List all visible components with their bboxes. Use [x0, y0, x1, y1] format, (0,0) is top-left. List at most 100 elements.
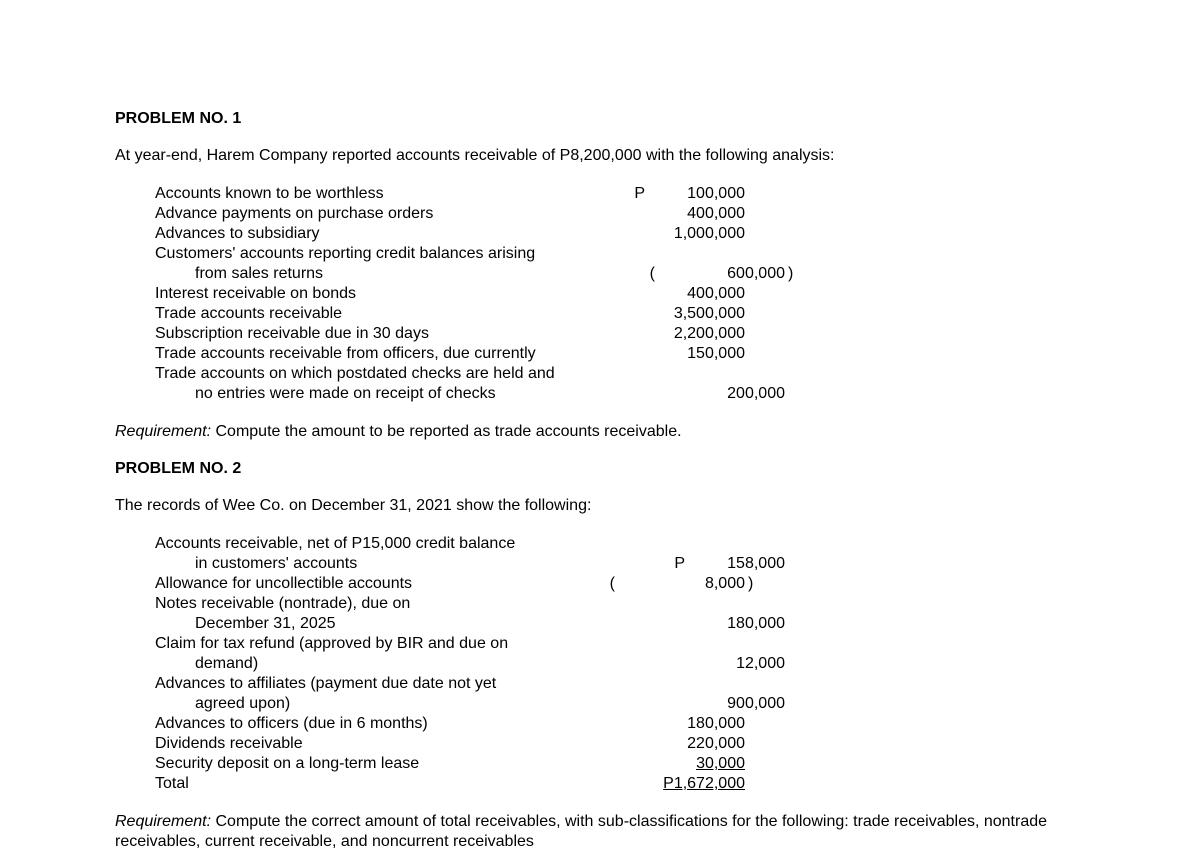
- currency-symbol: [655, 694, 685, 714]
- line-item: Notes receivable (nontrade), due on: [155, 594, 1085, 614]
- amount-value: [645, 634, 745, 654]
- currency-symbol: [615, 534, 645, 554]
- close-paren: [785, 654, 803, 674]
- item-label: Allowance for uncollectible accounts: [155, 574, 595, 594]
- amount-value: [645, 534, 745, 554]
- line-item: Trade accounts receivable from officers,…: [155, 344, 1085, 364]
- item-label: Advances to subsidiary: [155, 224, 595, 244]
- currency-symbol: [615, 244, 645, 264]
- open-paren: [595, 184, 615, 204]
- close-paren: [745, 594, 763, 614]
- problem-1-intro: At year-end, Harem Company reported acco…: [115, 146, 1085, 166]
- open-paren: [595, 714, 615, 734]
- item-label-cont: in customers' accounts: [155, 554, 635, 574]
- item-label: Advance payments on purchase orders: [155, 204, 595, 224]
- line-item: Advances to officers (due in 6 months) 18…: [155, 714, 1085, 734]
- close-paren: [785, 554, 803, 574]
- open-paren: [635, 554, 655, 574]
- open-paren: [595, 594, 615, 614]
- line-item: Advances to subsidiary1,000,000: [155, 224, 1085, 244]
- currency-symbol: [615, 594, 645, 614]
- line-item: Allowance for uncollectible accounts(8,0…: [155, 574, 1085, 594]
- open-paren: (: [595, 574, 615, 594]
- amount-value: [645, 364, 745, 384]
- open-paren: [595, 754, 615, 774]
- currency-symbol: [615, 714, 645, 734]
- item-label: Total: [155, 774, 595, 794]
- open-paren: [595, 324, 615, 344]
- item-label-cont: from sales returns: [155, 264, 635, 284]
- line-item: Accounts receivable, net of P15,000 cred…: [155, 534, 1085, 554]
- item-label-cont: no entries were made on receipt of check…: [155, 384, 635, 404]
- item-label: Trade accounts receivable from officers,…: [155, 344, 595, 364]
- close-paren: [745, 284, 763, 304]
- open-paren: [595, 344, 615, 364]
- line-item: Accounts known to be worthlessP100,000: [155, 184, 1085, 204]
- currency-symbol: [615, 204, 645, 224]
- currency-symbol: [615, 364, 645, 384]
- open-paren: [595, 634, 615, 654]
- close-paren: [745, 324, 763, 344]
- item-label: Advances to officers (due in 6 months): [155, 714, 595, 734]
- item-label: Accounts known to be worthless: [155, 184, 595, 204]
- line-item: Advance payments on purchase orders 400,0…: [155, 204, 1085, 224]
- currency-symbol: [655, 614, 685, 634]
- item-label: Security deposit on a long-term lease: [155, 754, 595, 774]
- close-paren: [745, 204, 763, 224]
- problem-2-list: Accounts receivable, net of P15,000 cred…: [155, 534, 1085, 794]
- close-paren: [785, 694, 803, 714]
- close-paren: ): [785, 264, 803, 284]
- item-label: Subscription receivable due in 30 days: [155, 324, 595, 344]
- item-label: Interest receivable on bonds: [155, 284, 595, 304]
- line-item: Security deposit on a long-term lease 30,…: [155, 754, 1085, 774]
- amount-value: 30,000: [645, 754, 745, 774]
- close-paren: ): [745, 574, 763, 594]
- item-label-cont: December 31, 2025: [155, 614, 635, 634]
- amount-value: 2,200,000: [645, 324, 745, 344]
- currency-symbol: [615, 304, 645, 324]
- close-paren: [745, 184, 763, 204]
- item-label: Trade accounts on which postdated checks…: [155, 364, 595, 384]
- line-item: Subscription receivable due in 30 days 2,…: [155, 324, 1085, 344]
- currency-symbol: [615, 324, 645, 344]
- open-paren: [595, 224, 615, 244]
- open-paren: [595, 774, 615, 794]
- amount-value: 600,000: [685, 264, 785, 284]
- requirement-label: Requirement:: [115, 423, 211, 440]
- currency-symbol: [615, 634, 645, 654]
- currency-symbol: [655, 264, 685, 284]
- amount-value: 180,000: [645, 714, 745, 734]
- item-label: Notes receivable (nontrade), due on: [155, 594, 595, 614]
- problem-1-requirement: Requirement: Compute the amount to be re…: [115, 422, 1085, 442]
- item-label: Customers' accounts reporting credit bal…: [155, 244, 595, 264]
- problem-1-heading: PROBLEM NO. 1: [115, 110, 1085, 128]
- currency-symbol: [615, 284, 645, 304]
- amount-value: 150,000: [645, 344, 745, 364]
- open-paren: [595, 204, 615, 224]
- currency-symbol: [615, 774, 645, 794]
- open-paren: [595, 534, 615, 554]
- open-paren: [595, 674, 615, 694]
- currency-symbol: [615, 754, 645, 774]
- close-paren: [745, 754, 763, 774]
- open-paren: [635, 694, 655, 714]
- item-label-cont: demand): [155, 654, 635, 674]
- currency-symbol: [615, 734, 645, 754]
- line-item: Dividends receivable220,000: [155, 734, 1085, 754]
- currency-symbol: [615, 224, 645, 244]
- problem-2-requirement: Requirement: Compute the correct amount …: [115, 812, 1085, 852]
- line-item-continuation: from sales returns(600,000): [155, 264, 1085, 284]
- problem-1-list: Accounts known to be worthlessP100,000Ad…: [155, 184, 1085, 404]
- amount-value: 400,000: [645, 204, 745, 224]
- currency-symbol: [615, 574, 645, 594]
- amount-value: 12,000: [685, 654, 785, 674]
- close-paren: [785, 614, 803, 634]
- line-item-continuation: agreed upon)900,000: [155, 694, 1085, 714]
- currency-symbol: P: [655, 554, 685, 574]
- amount-value: [645, 244, 745, 264]
- close-paren: [745, 344, 763, 364]
- currency-symbol: [615, 344, 645, 364]
- amount-value: 100,000: [645, 184, 745, 204]
- close-paren: [745, 364, 763, 384]
- amount-value: 180,000: [685, 614, 785, 634]
